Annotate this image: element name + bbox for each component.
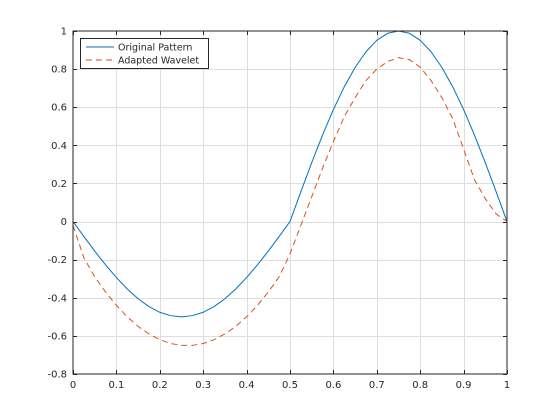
y-tick-label: 0 (61, 217, 67, 228)
x-tick-label: 0 (70, 380, 76, 391)
tick-labels: 0 0.1 0.2 0.3 0.4 0.5 0.6 0.7 0.8 0.9 1 -0.8 -0.6 -0.… (47, 27, 510, 392)
y-tick-label: 0.4 (51, 141, 67, 152)
y-tick-label: -0.4 (47, 293, 67, 304)
x-tick-label: 0.8 (412, 380, 428, 391)
y-tick-label: 0.8 (51, 65, 67, 76)
legend-entry-label: Original Pattern (118, 43, 192, 54)
y-tick-label: -0.6 (47, 331, 67, 342)
x-tick-label: 0.2 (152, 380, 168, 391)
series-layer (72, 30, 508, 346)
y-tick-label: -0.2 (47, 255, 67, 266)
x-tick-label: 0.4 (239, 380, 255, 391)
legend: Original Pattern Adapted Wavelet (80, 38, 209, 69)
legend-entry-label: Adapted Wavelet (118, 56, 199, 67)
series-line-original-pattern (72, 30, 508, 318)
x-tick-label: 0.7 (369, 380, 385, 391)
x-tick-label: 0.3 (195, 380, 211, 391)
tick-marks (73, 31, 508, 375)
x-tick-label: 0.9 (456, 380, 472, 391)
y-tick-label: 0.2 (51, 179, 67, 190)
legend-box (80, 38, 209, 69)
y-tick-label: 0.6 (51, 103, 67, 114)
y-tick-label: 1 (61, 27, 67, 38)
x-tick-label: 0.1 (108, 380, 124, 391)
x-tick-label: 1 (504, 380, 510, 391)
series-line-adapted-wavelet (72, 57, 508, 346)
y-tick-label: -0.8 (47, 370, 67, 381)
grid-lines (73, 31, 507, 374)
x-tick-label: 0.6 (325, 380, 341, 391)
x-tick-label: 0.5 (282, 380, 298, 391)
